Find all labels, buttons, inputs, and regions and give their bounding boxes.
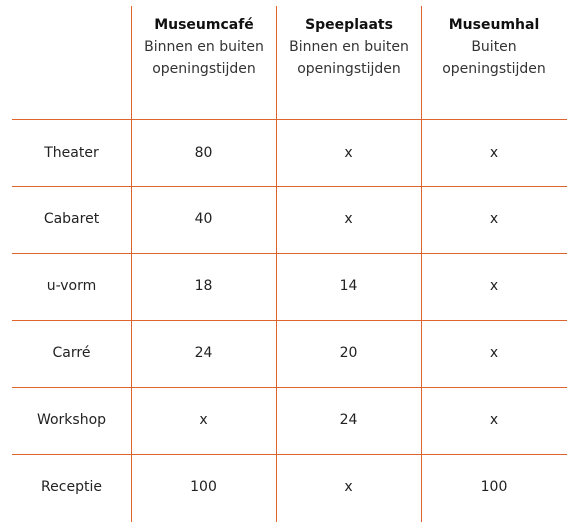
row-divider — [12, 253, 567, 254]
row-divider — [12, 119, 567, 120]
table-cell: x — [344, 211, 353, 227]
row-divider — [12, 320, 567, 321]
table-cell: 100 — [480, 479, 508, 495]
row-divider — [12, 387, 567, 388]
table-cell: 24 — [339, 412, 358, 428]
row-label: Theater — [44, 145, 99, 161]
row-label: Receptie — [41, 479, 102, 495]
table-cell: 40 — [194, 211, 213, 227]
table-cell: x — [489, 145, 499, 161]
table-cell: 24 — [194, 345, 213, 361]
row-divider — [12, 186, 567, 187]
column-subtitle: Buiten openingstijden — [442, 39, 546, 77]
column-subtitle: Binnen en buiten openingstijden — [144, 39, 264, 77]
column-header-museumcafe: Museumcafé Binnen en buiten openingstijd… — [140, 14, 268, 80]
table-cell: 20 — [339, 345, 358, 361]
column-title: Museumcafé — [154, 17, 254, 33]
column-title: Museumhal — [448, 17, 540, 33]
table-cell: 18 — [194, 278, 213, 294]
table-cell: 14 — [339, 278, 358, 294]
table-cell: x — [344, 479, 353, 495]
row-label: Cabaret — [43, 211, 100, 227]
table-cell: x — [489, 278, 499, 294]
column-divider — [276, 6, 277, 522]
row-label: Workshop — [36, 412, 107, 428]
table-cell: x — [489, 345, 499, 361]
table-cell: 80 — [194, 145, 213, 161]
column-subtitle: Binnen en buiten openingstijden — [289, 39, 409, 77]
column-divider — [421, 6, 422, 522]
row-divider — [12, 454, 567, 455]
column-title: Speeplaats — [305, 17, 393, 33]
table-cell: x — [489, 211, 499, 227]
table-cell: x — [489, 412, 499, 428]
table-cell: x — [344, 145, 353, 161]
table-cell: x — [199, 412, 208, 428]
row-label: Carré — [52, 345, 91, 361]
table-cell: 100 — [190, 479, 217, 495]
column-header-museumhal: Museumhal Buiten openingstijden — [430, 14, 558, 80]
column-header-speeplaats: Speeplaats Binnen en buiten openingstijd… — [285, 14, 413, 80]
row-label: u-vorm — [46, 278, 97, 294]
column-divider — [131, 6, 132, 522]
